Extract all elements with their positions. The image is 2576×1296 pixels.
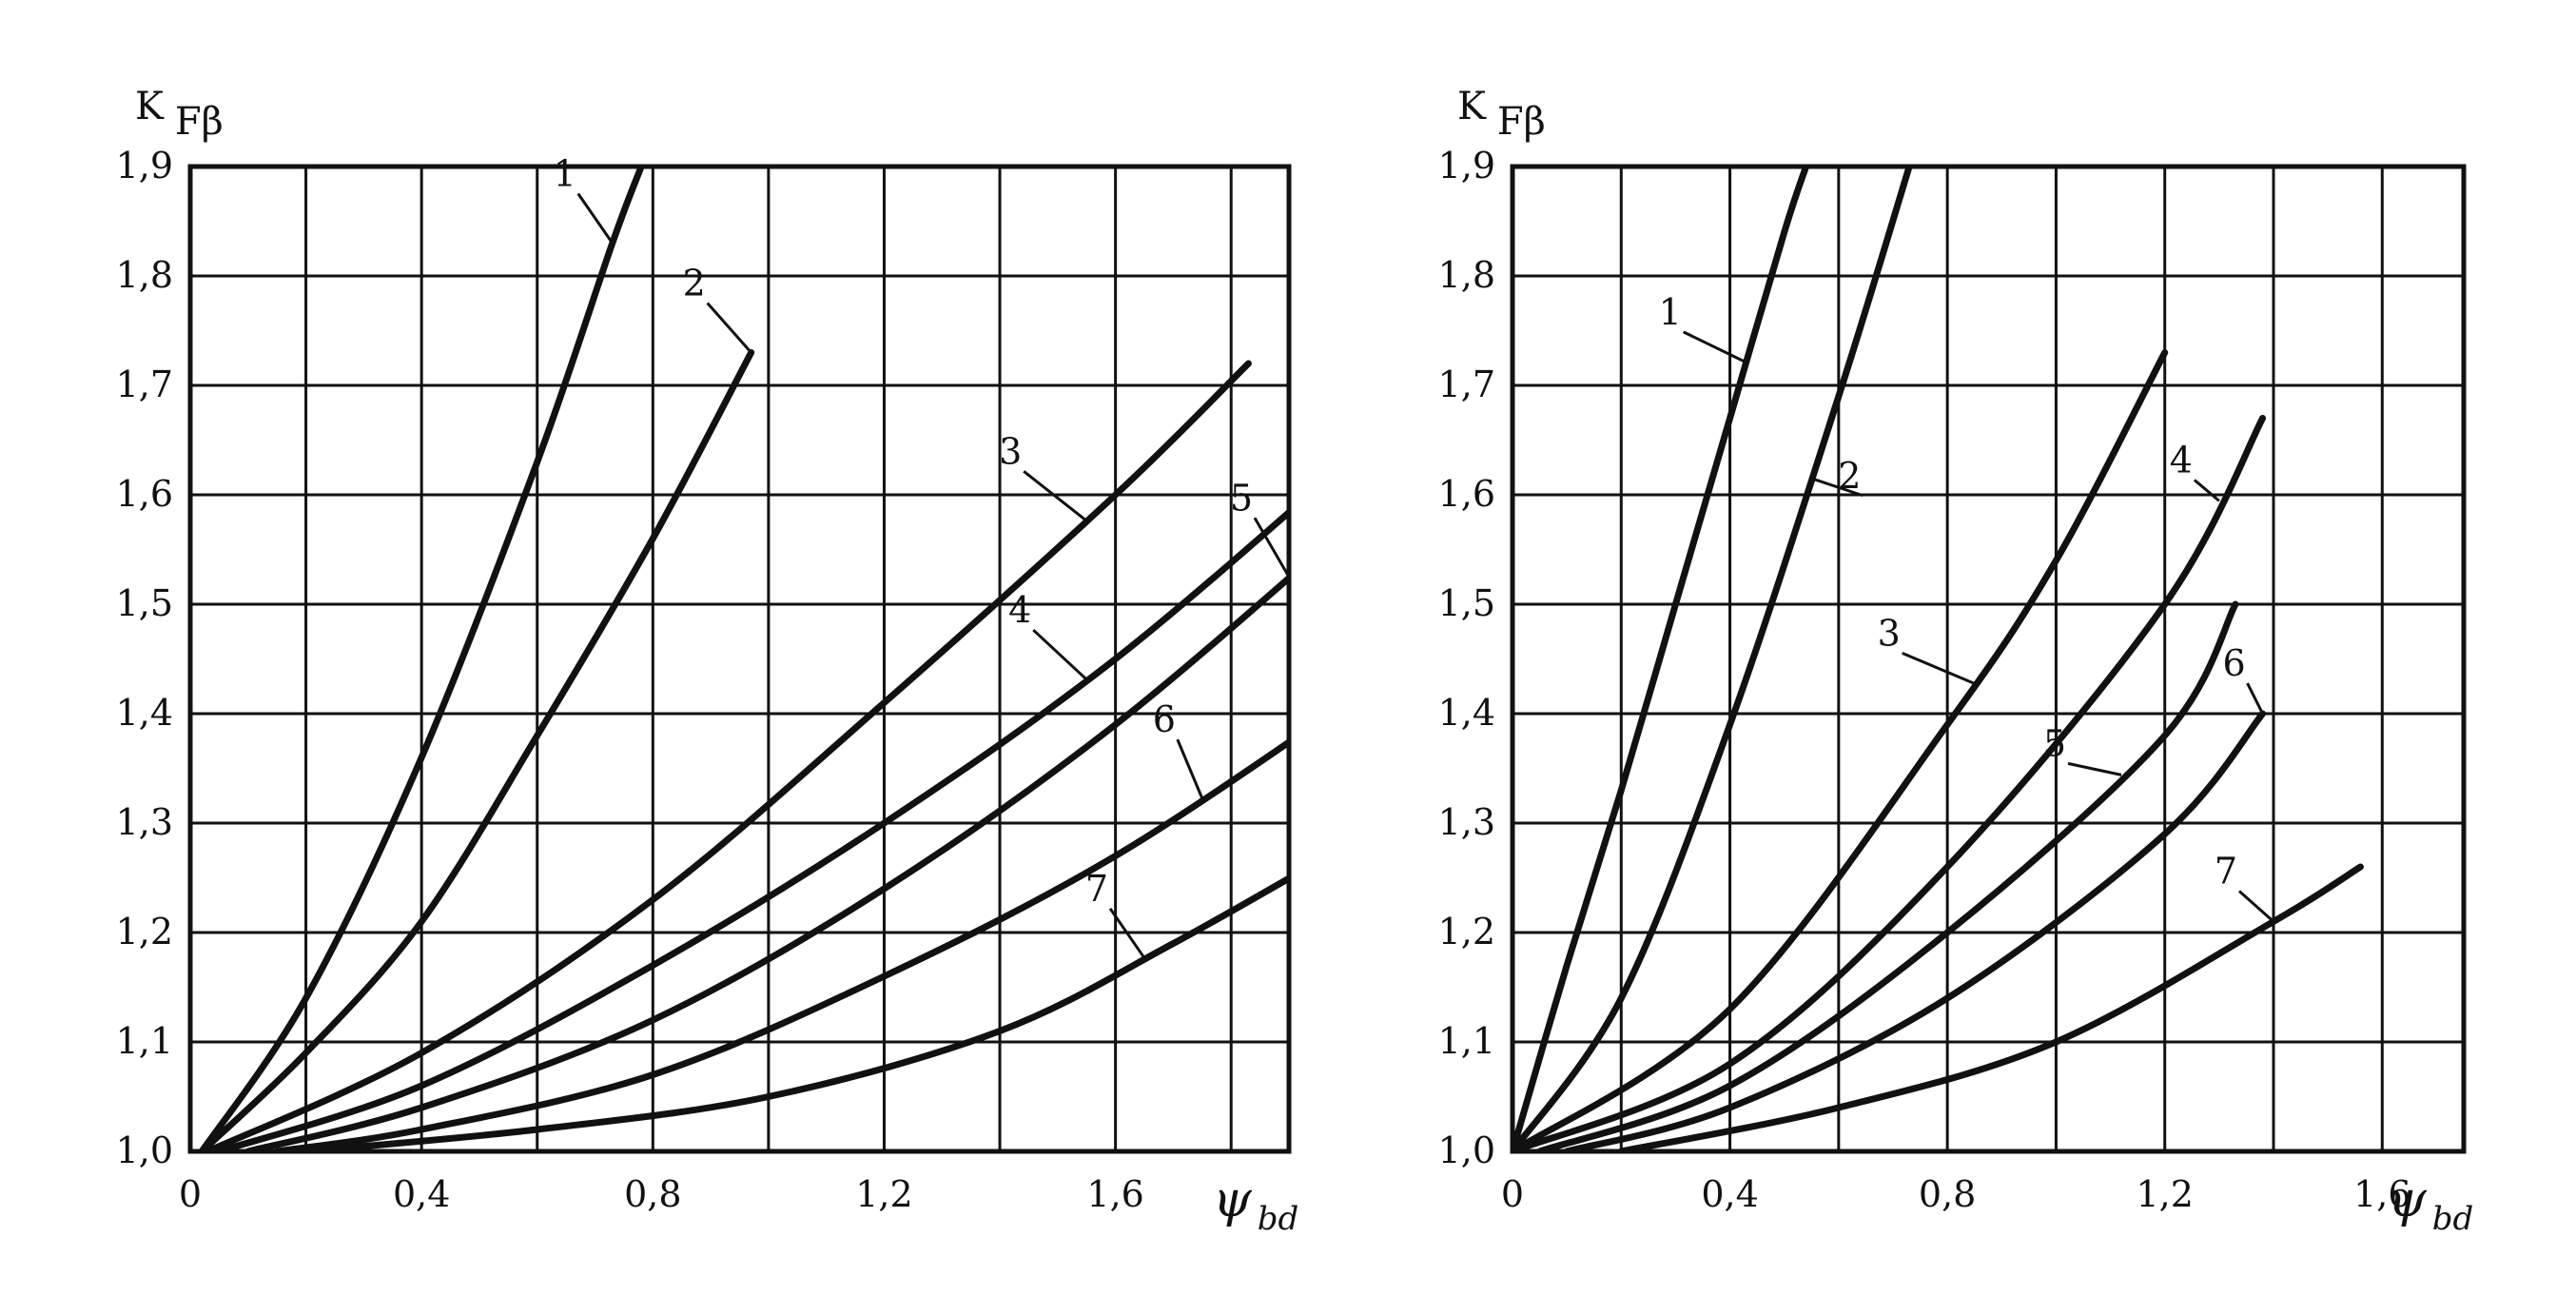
x-axis-label-subscript: bd xyxy=(1258,1200,1299,1238)
plot-frame xyxy=(187,164,1292,1154)
curves xyxy=(1512,167,2364,1151)
series-label-leader xyxy=(1902,651,1976,685)
series-label-leader xyxy=(2238,890,2274,923)
x-tick-label: 1,6 xyxy=(2353,1173,2410,1215)
y-tick-label: 1,7 xyxy=(1438,363,1495,405)
series-label-leader xyxy=(1032,628,1088,681)
curves xyxy=(198,167,1289,1151)
y-tick-label: 1,8 xyxy=(1438,254,1495,296)
series-label-6: 6 xyxy=(2222,642,2245,684)
y-tick-label: 1,1 xyxy=(116,1020,173,1062)
series-label-3: 3 xyxy=(1878,612,1901,654)
y-tick-label: 1,0 xyxy=(1438,1129,1495,1171)
x-tick-label: 0,8 xyxy=(624,1173,681,1215)
chart-left: 1 2 3 4 5 6 7 0 0,4 0,8 1,2 1,6 1,0 1,1 1,2 1,3 1,4 1,5 1,… xyxy=(116,85,1299,1238)
series-curve-2 xyxy=(1512,167,1913,1151)
series-label-leader xyxy=(706,302,752,354)
y-tick-label: 1,9 xyxy=(116,145,173,187)
chart-right: 1 2 3 4 5 6 7 0 0,4 0,8 1,2 1,6 1,0 1,1 1,2 1,3 1,4 1,5 1,… xyxy=(1438,85,2474,1238)
series-label-1: 1 xyxy=(1659,291,1682,333)
series-label-4: 4 xyxy=(1008,589,1031,631)
series-curve-2 xyxy=(198,349,755,1151)
series-label-leader xyxy=(2067,761,2122,776)
y-tick-label: 1,5 xyxy=(116,582,173,624)
y-tick-label: 1,4 xyxy=(1438,692,1495,734)
series-label-leader xyxy=(1023,470,1088,522)
series-curve-3 xyxy=(1512,349,2169,1151)
series-curve-4 xyxy=(215,507,1289,1151)
x-tick-label: 0,4 xyxy=(393,1173,450,1215)
x-tick-label: 0 xyxy=(1501,1173,1524,1215)
series-curve-5 xyxy=(1536,600,2239,1151)
x-tick-label: 1,2 xyxy=(855,1173,912,1215)
series-curve-1 xyxy=(198,167,645,1151)
series-label-leader xyxy=(1683,330,1747,364)
series-label-leader xyxy=(576,192,614,245)
series-label-3: 3 xyxy=(999,430,1022,472)
grid xyxy=(1512,167,2464,1151)
series-curve-4 xyxy=(1512,415,2267,1151)
series-label-5: 5 xyxy=(1230,477,1253,519)
x-tick-label: 0,8 xyxy=(1919,1173,1976,1215)
x-tick-label: 0 xyxy=(179,1173,202,1215)
y-tick-label: 1,6 xyxy=(1438,473,1495,515)
series-label-leader xyxy=(1810,477,1864,498)
y-axis-label-subscript: Fβ xyxy=(175,100,224,144)
x-axis-label: ψ bd xyxy=(1213,1171,1298,1238)
series-label-leader xyxy=(1253,517,1291,579)
y-tick-label: 1,8 xyxy=(116,254,173,296)
x-axis-label: ψ bd xyxy=(2388,1171,2473,1238)
x-axis-label-subscript: bd xyxy=(2432,1200,2474,1238)
series-curve-7 xyxy=(302,874,1289,1151)
series-curve-6 xyxy=(1563,710,2267,1151)
y-tick-label: 1,6 xyxy=(116,473,173,515)
series-label-7: 7 xyxy=(2215,851,2237,893)
y-axis-label: K Fβ xyxy=(135,85,224,144)
y-tick-label: 1,3 xyxy=(116,801,173,843)
y-tick-label: 1,2 xyxy=(1438,911,1495,952)
series-label-5: 5 xyxy=(2043,722,2066,764)
y-tick-label: 1,5 xyxy=(1438,582,1495,624)
y-tick-label: 1,7 xyxy=(116,363,173,405)
x-tick-label: 1,6 xyxy=(1086,1173,1143,1215)
y-axis-label-subscript: Fβ xyxy=(1497,100,1546,144)
y-tick-label: 1,9 xyxy=(1438,145,1495,187)
series-label-7: 7 xyxy=(1085,868,1108,910)
series-curve-1 xyxy=(1512,167,1810,1151)
series-label-2: 2 xyxy=(1838,455,1861,497)
plot-frame xyxy=(1510,164,2467,1154)
series-curve-6 xyxy=(273,737,1289,1151)
series-curve-3 xyxy=(204,360,1252,1151)
series-curve-7 xyxy=(1617,863,2364,1151)
series-label-leader xyxy=(2193,479,2220,502)
y-tick-label: 1,1 xyxy=(1438,1020,1495,1062)
y-tick-label: 1,4 xyxy=(116,692,173,734)
series-label-leader xyxy=(1176,738,1204,799)
series-label-leader xyxy=(2246,682,2264,715)
series-label-2: 2 xyxy=(683,263,706,304)
y-tick-label: 1,2 xyxy=(116,911,173,952)
series-label-1: 1 xyxy=(554,153,576,195)
series-label-4: 4 xyxy=(2170,439,2193,481)
y-axis-label: K Fβ xyxy=(1457,85,1546,144)
y-tick-label: 1,3 xyxy=(1438,801,1495,843)
series-label-leader xyxy=(1108,907,1146,959)
x-tick-label: 1,2 xyxy=(2136,1173,2193,1215)
series-label-6: 6 xyxy=(1153,698,1176,740)
series-curve-5 xyxy=(244,573,1289,1151)
y-tick-label: 1,0 xyxy=(116,1129,173,1171)
grid xyxy=(190,167,1289,1151)
x-tick-label: 0,4 xyxy=(1701,1173,1758,1215)
